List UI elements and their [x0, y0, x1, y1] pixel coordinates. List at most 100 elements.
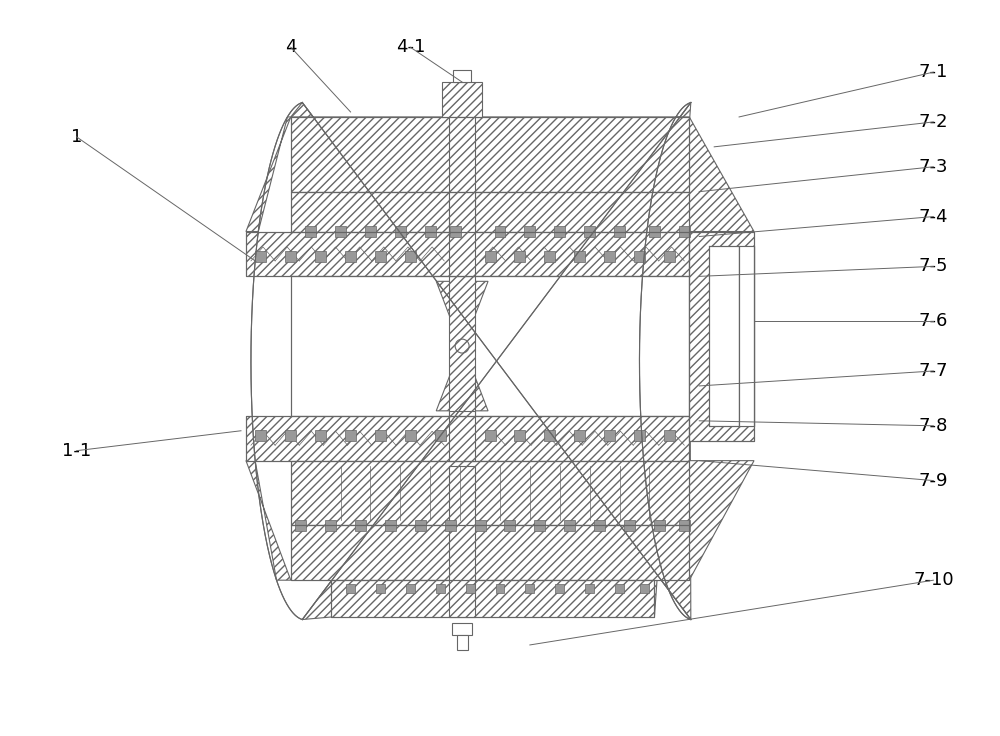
Bar — [453, 70, 471, 82]
Bar — [485, 431, 496, 441]
Polygon shape — [647, 117, 754, 232]
Bar — [295, 520, 306, 531]
Bar — [689, 232, 754, 441]
Bar — [584, 226, 595, 237]
Text: 1: 1 — [71, 128, 82, 146]
Text: 7-4: 7-4 — [919, 208, 948, 225]
Bar — [466, 584, 475, 592]
Bar — [442, 82, 482, 117]
Bar — [405, 431, 416, 441]
Bar — [291, 461, 689, 526]
Bar — [679, 520, 690, 531]
Bar — [739, 247, 754, 426]
Text: 7-9: 7-9 — [919, 472, 948, 489]
Bar — [246, 232, 689, 276]
Bar — [534, 520, 545, 531]
Bar — [445, 520, 456, 531]
Bar — [291, 276, 689, 416]
Bar — [325, 520, 336, 531]
Bar — [679, 226, 690, 237]
Text: 4-1: 4-1 — [396, 38, 425, 56]
Bar — [544, 251, 555, 262]
Bar — [649, 226, 660, 237]
Text: 4: 4 — [285, 38, 297, 56]
Bar — [376, 584, 385, 592]
Bar — [594, 520, 605, 531]
Bar — [475, 520, 486, 531]
Bar — [346, 584, 355, 592]
Bar — [554, 226, 565, 237]
Bar — [514, 251, 525, 262]
Bar — [406, 584, 415, 592]
Bar — [485, 251, 496, 262]
Bar — [624, 520, 635, 531]
Bar — [449, 191, 475, 276]
Bar — [574, 431, 585, 441]
Bar — [585, 584, 594, 592]
Text: 7-6: 7-6 — [919, 312, 948, 330]
Bar — [436, 584, 445, 592]
Bar — [664, 251, 675, 262]
Bar — [574, 251, 585, 262]
Bar — [291, 117, 689, 191]
Bar — [291, 191, 689, 232]
Bar — [689, 232, 754, 441]
Bar — [375, 431, 386, 441]
Bar — [315, 431, 326, 441]
Bar — [315, 251, 326, 262]
Bar — [291, 461, 689, 526]
Bar — [375, 251, 386, 262]
Bar — [450, 226, 461, 237]
Bar — [345, 251, 356, 262]
Bar — [305, 226, 316, 237]
Bar — [664, 431, 675, 441]
Text: 7-2: 7-2 — [919, 113, 948, 131]
Bar — [524, 226, 535, 237]
Bar — [564, 520, 575, 531]
Bar — [604, 251, 615, 262]
Bar — [634, 431, 645, 441]
Bar — [449, 411, 475, 416]
Bar — [365, 226, 376, 237]
Bar — [246, 232, 689, 276]
Bar — [291, 117, 689, 191]
Bar — [504, 520, 515, 531]
Bar — [640, 584, 649, 592]
Text: 1-1: 1-1 — [62, 442, 91, 460]
Bar — [452, 623, 472, 635]
Bar — [331, 580, 654, 617]
Bar — [291, 526, 689, 580]
Bar — [435, 431, 446, 441]
Bar — [285, 431, 296, 441]
Bar — [335, 226, 346, 237]
Bar — [457, 635, 468, 650]
Bar — [449, 276, 475, 461]
Polygon shape — [302, 102, 691, 620]
Bar — [291, 276, 689, 416]
Bar — [614, 226, 625, 237]
Bar — [405, 251, 416, 262]
Bar — [709, 247, 739, 426]
Bar — [385, 520, 396, 531]
Text: 7-10: 7-10 — [913, 571, 954, 590]
Text: 7-1: 7-1 — [919, 63, 948, 81]
Bar — [246, 416, 689, 461]
Bar — [514, 431, 525, 441]
Text: 7-5: 7-5 — [919, 258, 948, 275]
Bar — [449, 466, 475, 617]
Polygon shape — [246, 461, 291, 580]
Bar — [425, 226, 436, 237]
Bar — [449, 117, 475, 232]
Bar — [285, 251, 296, 262]
Bar — [355, 520, 366, 531]
Polygon shape — [436, 281, 488, 411]
Bar — [246, 416, 689, 461]
Bar — [395, 226, 406, 237]
Bar — [555, 584, 564, 592]
Bar — [604, 431, 615, 441]
Bar — [255, 251, 266, 262]
Bar — [291, 191, 689, 232]
Bar — [415, 520, 426, 531]
Bar — [331, 580, 654, 617]
Bar — [525, 584, 534, 592]
